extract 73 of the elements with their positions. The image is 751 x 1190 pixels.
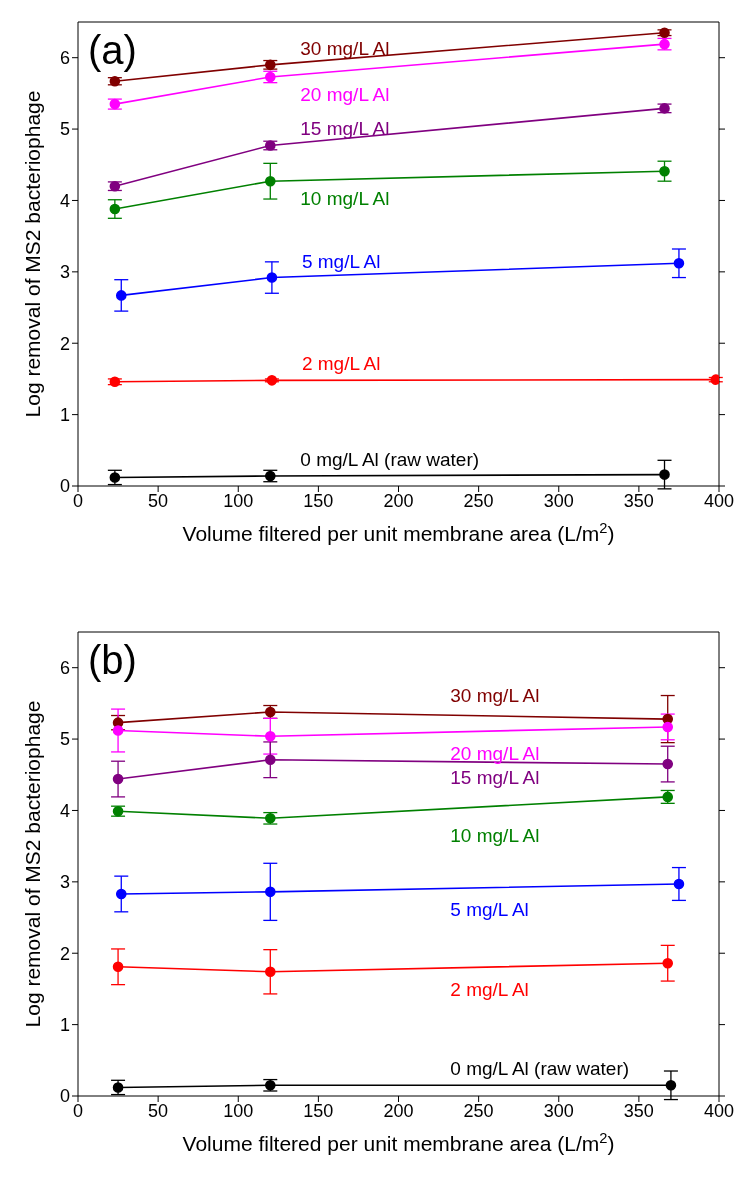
series-label: 10 mg/L Al xyxy=(450,825,540,847)
series-label: 30 mg/L Al xyxy=(300,37,390,59)
series-label: 0 mg/L Al (raw water) xyxy=(450,1058,630,1080)
x-tick-label: 350 xyxy=(623,490,654,511)
point xyxy=(115,290,127,301)
series-label: 30 mg/L Al xyxy=(450,684,540,706)
x-tick-label: 200 xyxy=(383,490,414,511)
x-axis-title: Volume filtered per unit membrane area (L/m$^{2}$) xyxy=(182,1130,615,1155)
series-label: 2 mg/L Al xyxy=(301,353,381,375)
x-tick-label: 350 xyxy=(623,1100,654,1121)
point xyxy=(265,886,276,898)
y-tick-label: 5 xyxy=(59,119,70,140)
x-tick-label: 150 xyxy=(303,1100,334,1121)
y-axis-title: Log removal of MS2 bacteriophage xyxy=(21,700,44,1028)
point xyxy=(109,203,121,215)
series-label: 20 mg/L Al xyxy=(450,743,540,765)
y-tick-label: 2 xyxy=(59,943,70,964)
y-tick-label: 0 xyxy=(59,1086,70,1107)
point xyxy=(662,758,674,770)
point xyxy=(266,272,278,283)
series-label: 2 mg/L Al xyxy=(450,978,529,1000)
point xyxy=(265,966,276,978)
x-tick-label: 150 xyxy=(303,490,334,511)
point xyxy=(659,469,670,480)
x-tick-label: 100 xyxy=(223,1100,254,1121)
y-tick-label: 5 xyxy=(59,729,70,750)
y-tick-label: 1 xyxy=(59,1015,70,1036)
y-tick-label: 4 xyxy=(59,190,70,211)
x-tick-label: 250 xyxy=(463,490,494,511)
point xyxy=(662,721,674,733)
point xyxy=(112,773,124,785)
x-tick-label: 300 xyxy=(543,490,574,511)
x-tick-label: 50 xyxy=(148,1100,169,1121)
x-tick-label: 200 xyxy=(383,1100,414,1121)
x-tick-label: 400 xyxy=(703,490,735,511)
annotation: (a) xyxy=(88,28,137,73)
x-tick-label: 250 xyxy=(463,1100,494,1121)
series-label: 0 mg/L Al (raw water) xyxy=(300,449,480,471)
series-label: 5 mg/L Al xyxy=(301,250,381,272)
point xyxy=(265,175,276,187)
y-tick-label: 0 xyxy=(59,476,70,497)
point xyxy=(265,754,276,766)
x-axis-title: Volume filtered per unit membrane area (L/m$^{2}$) xyxy=(182,520,615,545)
point xyxy=(659,165,670,177)
series-label: 5 mg/L Al xyxy=(450,898,529,920)
point xyxy=(673,257,685,269)
x-tick-label: 0 xyxy=(72,490,84,511)
x-tick-label: 0 xyxy=(72,1100,84,1121)
y-tick-label: 3 xyxy=(59,262,70,283)
series-label: 10 mg/L Al xyxy=(300,188,390,210)
point xyxy=(112,961,124,973)
y-tick-label: 4 xyxy=(59,800,70,821)
y-axis-title: Log removal of MS2 bacteriophage xyxy=(21,90,44,418)
point xyxy=(665,1079,677,1091)
point xyxy=(266,375,278,386)
series-label: 15 mg/L Al xyxy=(450,766,540,788)
point xyxy=(115,888,127,900)
y-tick-label: 2 xyxy=(59,333,70,354)
x-tick-label: 100 xyxy=(223,490,254,511)
series-label: 20 mg/L Al xyxy=(300,83,390,105)
x-tick-label: 400 xyxy=(703,1100,735,1121)
x-tick-label: 50 xyxy=(148,490,169,511)
point xyxy=(662,957,674,969)
y-tick-label: 1 xyxy=(59,405,70,426)
y-tick-label: 6 xyxy=(59,658,70,679)
y-tick-label: 6 xyxy=(59,48,70,69)
annotation: (b) xyxy=(88,638,137,683)
x-tick-label: 300 xyxy=(543,1100,574,1121)
point xyxy=(673,878,685,890)
point xyxy=(265,730,276,742)
y-tick-label: 3 xyxy=(59,872,70,893)
series-label: 15 mg/L Al xyxy=(300,118,390,140)
point xyxy=(112,725,124,736)
